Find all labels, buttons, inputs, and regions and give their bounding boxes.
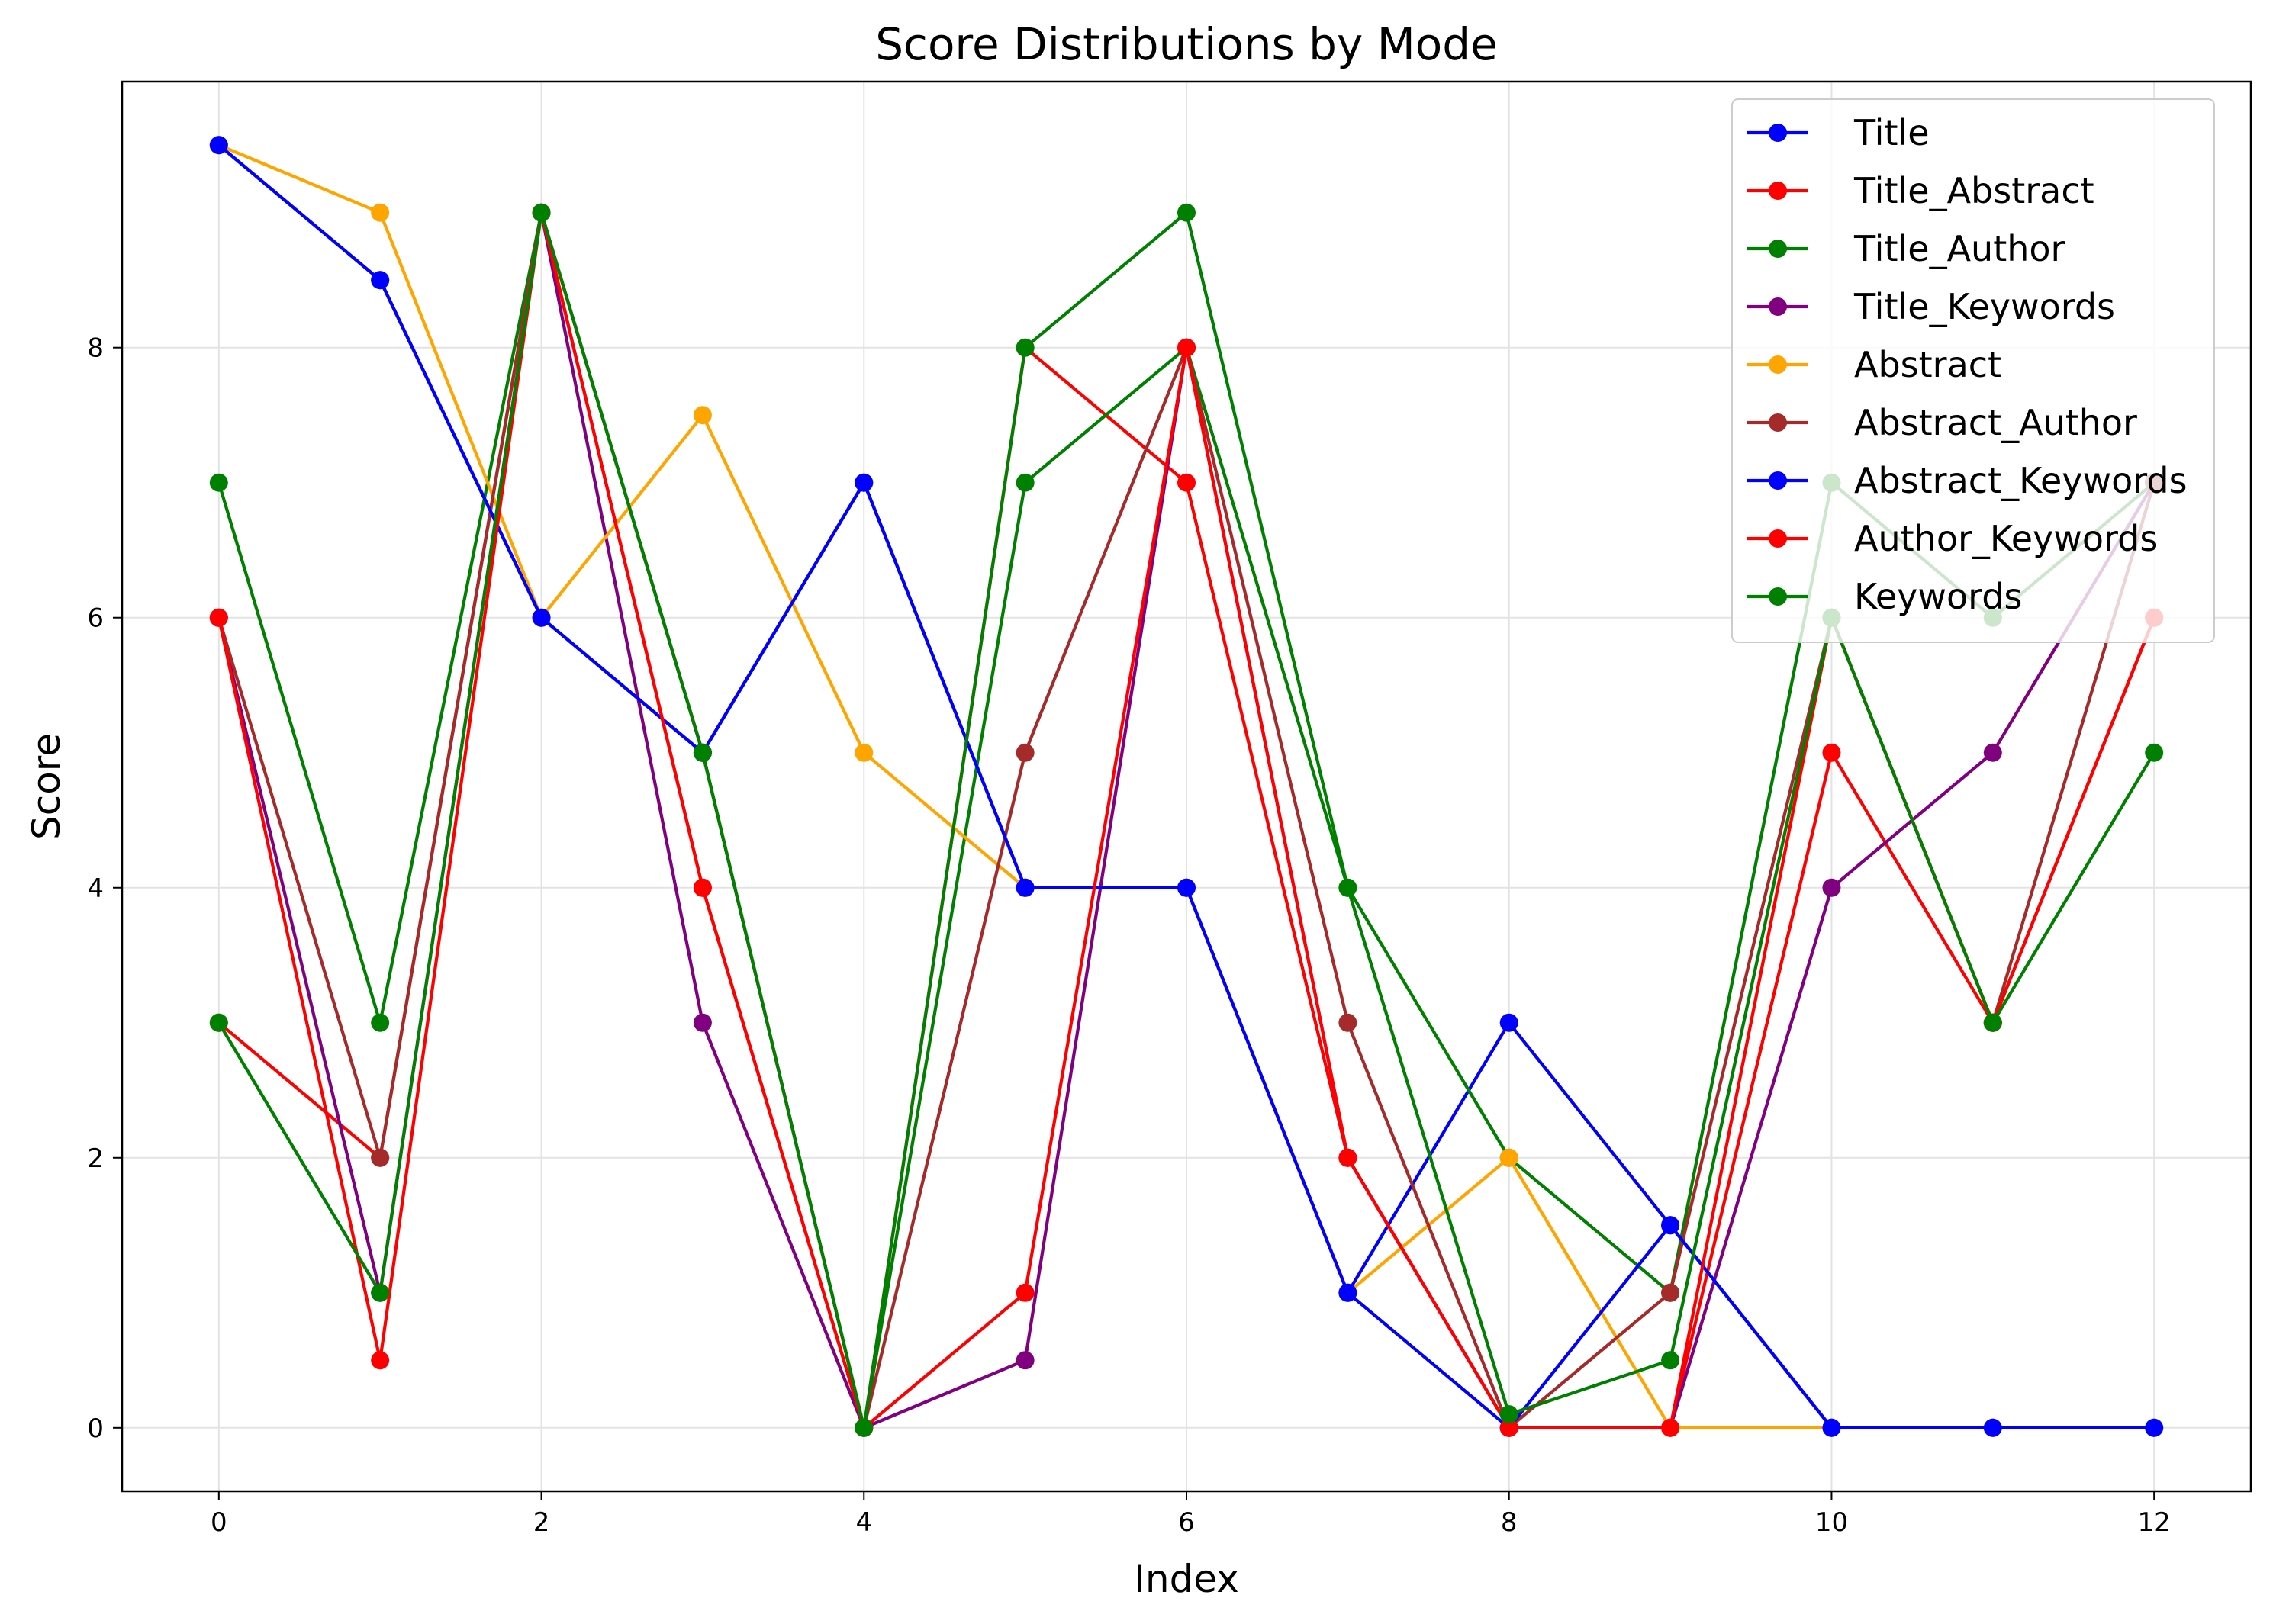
- data-point-abstract-keywords: [371, 271, 390, 290]
- data-point-title-author: [1016, 473, 1035, 492]
- data-point-abstract-author: [1338, 1013, 1357, 1032]
- legend-item-author-keywords: Author_Keywords: [1747, 518, 2158, 559]
- data-point-abstract: [371, 203, 390, 222]
- x-axis-label: Index: [1134, 1557, 1239, 1601]
- data-point-abstract-keywords: [2145, 1418, 2164, 1437]
- axis-ticks: 0 2 4 6 8 10 12 0 2 4 6 8: [87, 333, 2170, 1538]
- legend-label: Abstract: [1854, 344, 2001, 385]
- data-point-abstract-keywords: [855, 473, 874, 492]
- chart-title: Score Distributions by Mode: [875, 18, 1498, 70]
- legend-marker: [1769, 124, 1787, 142]
- y-axis-label: Score: [24, 733, 69, 840]
- legend-item-title: Title: [1747, 112, 1930, 153]
- data-point-abstract: [855, 743, 874, 762]
- legend-label: Abstract_Author: [1854, 402, 2137, 443]
- data-point-abstract-keywords: [1822, 1418, 1841, 1437]
- data-point-abstract-author: [1661, 1283, 1680, 1302]
- data-point-keywords: [1983, 1013, 2002, 1032]
- data-point-keywords: [855, 1418, 874, 1437]
- legend-item-keywords: Keywords: [1747, 576, 2022, 617]
- data-point-keywords: [1499, 1405, 1518, 1424]
- data-point-keywords: [1338, 878, 1357, 897]
- data-point-author-keywords: [693, 878, 712, 897]
- x-tick-label: 6: [1178, 1507, 1195, 1538]
- data-point-abstract-keywords: [1983, 1418, 2002, 1437]
- legend-item-abstract: Abstract: [1747, 344, 2001, 385]
- x-tick-label: 4: [855, 1507, 872, 1538]
- data-point-title-abstract: [1177, 473, 1196, 492]
- legend-marker: [1769, 297, 1787, 316]
- data-point-abstract: [693, 406, 712, 425]
- y-tick-label: 2: [87, 1143, 104, 1174]
- legend-item-abstract-keywords: Abstract_Keywords: [1747, 460, 2188, 501]
- legend-label: Title_Keywords: [1853, 286, 2115, 327]
- data-point-title-keywords: [1983, 743, 2002, 762]
- legend-item-title-author: Title_Author: [1747, 228, 2065, 269]
- legend-marker: [1769, 529, 1787, 548]
- x-tick-label: 2: [533, 1507, 550, 1538]
- y-tick-label: 4: [87, 873, 104, 904]
- x-tick-label: 0: [211, 1507, 227, 1538]
- data-point-title-author: [371, 1013, 390, 1032]
- data-point-keywords: [1661, 1351, 1680, 1370]
- legend-marker: [1769, 587, 1787, 606]
- data-point-abstract: [1499, 1148, 1518, 1167]
- legend-label: Abstract_Keywords: [1854, 460, 2188, 501]
- data-point-keywords: [532, 203, 551, 222]
- legend-box: [1731, 98, 2215, 643]
- legend-marker: [1769, 182, 1787, 200]
- data-point-author-keywords: [1661, 1418, 1680, 1437]
- x-tick-label: 12: [2138, 1507, 2171, 1538]
- data-point-title-keywords: [1016, 1351, 1035, 1370]
- legend: Title Title_Abstract Title_Author Title_Key…: [1731, 98, 2215, 643]
- y-tick-label: 8: [87, 333, 104, 364]
- y-tick-label: 6: [87, 603, 104, 634]
- data-point-abstract-keywords: [1661, 1216, 1680, 1235]
- legend-item-title-keywords: Title_Keywords: [1747, 286, 2115, 327]
- series-abstract-keywords: [209, 136, 2164, 1437]
- data-point-title-keywords: [693, 1013, 712, 1032]
- data-point-abstract-keywords: [1016, 878, 1035, 897]
- data-point-author-keywords: [209, 608, 228, 627]
- legend-label: Author_Keywords: [1854, 518, 2158, 559]
- data-point-title-abstract: [1822, 743, 1841, 762]
- x-tick-label: 10: [1815, 1507, 1848, 1538]
- data-point-keywords: [1177, 203, 1196, 222]
- legend-item-abstract-author: Abstract_Author: [1747, 402, 2137, 443]
- data-point-keywords: [1016, 338, 1035, 357]
- legend-marker: [1769, 240, 1787, 258]
- data-point-abstract-author: [371, 1148, 390, 1167]
- data-point-keywords: [209, 1013, 228, 1032]
- data-point-abstract-keywords: [532, 608, 551, 627]
- data-point-keywords: [693, 743, 712, 762]
- data-point-keywords: [371, 1283, 390, 1302]
- data-point-author-keywords: [1499, 1418, 1518, 1437]
- legend-marker: [1769, 355, 1787, 374]
- data-point-title: [1499, 1013, 1518, 1032]
- legend-item-title-abstract: Title_Abstract: [1747, 170, 2094, 211]
- data-point-abstract-keywords: [1338, 1283, 1357, 1302]
- data-point-author-keywords: [1016, 1283, 1035, 1302]
- legend-marker: [1769, 471, 1787, 490]
- legend-label: Title: [1853, 112, 1930, 153]
- y-tick-label: 0: [87, 1413, 104, 1444]
- legend-label: Keywords: [1854, 576, 2022, 617]
- data-point-author-keywords: [371, 1351, 390, 1370]
- data-point-title-author: [209, 473, 228, 492]
- legend-label: Title_Abstract: [1853, 170, 2094, 211]
- x-tick-label: 8: [1501, 1507, 1518, 1538]
- data-point-title-keywords: [1822, 878, 1841, 897]
- data-point-author-keywords: [1338, 1148, 1357, 1167]
- legend-marker: [1769, 413, 1787, 432]
- data-point-author-keywords: [1177, 338, 1196, 357]
- data-point-keywords: [2145, 743, 2164, 762]
- data-point-abstract-author: [1016, 743, 1035, 762]
- data-point-abstract-keywords: [209, 136, 228, 155]
- data-point-abstract-keywords: [1177, 878, 1196, 897]
- legend-label: Title_Author: [1853, 228, 2065, 269]
